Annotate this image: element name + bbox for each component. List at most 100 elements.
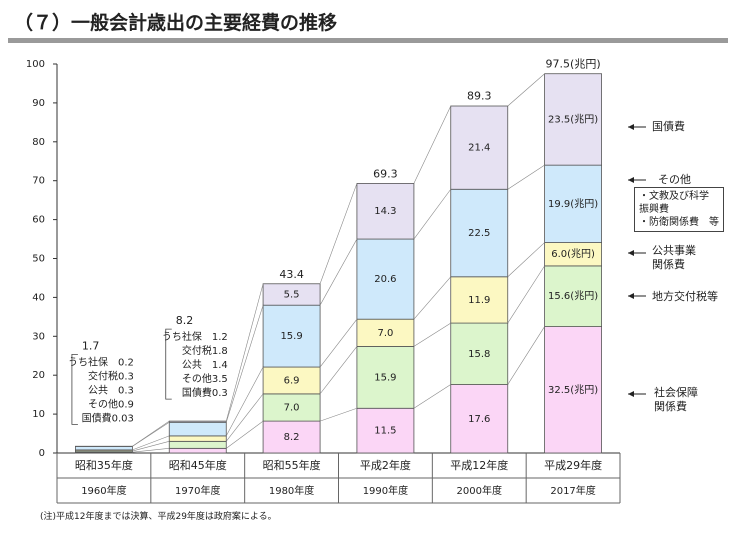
y-tick-label: 0 bbox=[39, 448, 45, 459]
legend-label: 公共事業 関係費 bbox=[652, 244, 696, 271]
bar-segment bbox=[262, 366, 321, 395]
x-tick-label: 昭和35年度 bbox=[75, 458, 133, 472]
connector bbox=[413, 322, 451, 347]
legend-arrowhead bbox=[628, 250, 634, 256]
value-label: 11.9 bbox=[468, 295, 490, 306]
bar-segment bbox=[75, 445, 133, 451]
x-tick-label: 昭和55年度 bbox=[263, 458, 321, 472]
callout-line: 交付税0.3 bbox=[88, 369, 134, 382]
y-tick-label: 10 bbox=[32, 409, 45, 420]
connector bbox=[226, 420, 264, 449]
total-label: 69.3 bbox=[373, 167, 398, 180]
value-label: 15.8 bbox=[468, 349, 490, 360]
connector bbox=[507, 242, 545, 278]
y-tick-label: 40 bbox=[32, 292, 45, 303]
x-tick-label: 平成29年度 bbox=[544, 458, 602, 472]
x-tick-sublabel: 1970年度 bbox=[175, 484, 220, 497]
total-label: 89.3 bbox=[467, 90, 492, 103]
bar-segment bbox=[168, 440, 227, 449]
total-label: 43.4 bbox=[279, 268, 304, 281]
value-label: 8.2 bbox=[284, 432, 300, 443]
bar-segment bbox=[262, 304, 321, 368]
legend-label: 地方交付税等 bbox=[652, 290, 718, 303]
bar-segment bbox=[356, 318, 415, 347]
callout-bracket bbox=[165, 328, 172, 400]
legend-label: 国債費 bbox=[652, 120, 685, 133]
callout-line: 公共 0.3 bbox=[88, 384, 134, 396]
x-tick-sublabel: 2017年度 bbox=[550, 484, 595, 497]
callout-line: うち社保 0.2 bbox=[68, 355, 134, 368]
value-label: 7.0 bbox=[377, 328, 393, 339]
x-tick-label: 昭和45年度 bbox=[169, 458, 227, 472]
connector bbox=[132, 420, 170, 447]
page-title: （７）一般会計歳出の主要経費の推移 bbox=[14, 12, 338, 34]
bar-segment bbox=[450, 276, 509, 324]
connector bbox=[413, 384, 451, 409]
total-label: 8.2 bbox=[176, 314, 194, 327]
connector bbox=[507, 164, 545, 190]
y-tick-label: 30 bbox=[32, 331, 45, 342]
connector bbox=[319, 346, 358, 395]
legend-arrowhead bbox=[628, 124, 634, 130]
title-rule bbox=[8, 38, 728, 43]
connector bbox=[132, 448, 170, 453]
total-label: 97.5(兆円) bbox=[546, 58, 601, 71]
connector bbox=[225, 305, 264, 423]
value-label: 5.5 bbox=[284, 289, 300, 300]
total-label: 1.7 bbox=[82, 339, 100, 352]
value-label: 15.6(兆円) bbox=[548, 290, 598, 302]
callout-line: 国債費0.3 bbox=[182, 386, 228, 399]
value-label: 6.0(兆円) bbox=[551, 248, 595, 260]
callout-line: 交付税1.8 bbox=[182, 344, 228, 357]
bar-segment bbox=[356, 346, 415, 409]
value-label: 15.9 bbox=[374, 372, 396, 383]
connector bbox=[507, 265, 545, 324]
bar-segment bbox=[544, 164, 602, 243]
connector bbox=[319, 319, 358, 368]
bar-segment bbox=[356, 183, 415, 240]
connector bbox=[132, 435, 170, 451]
legend-note: ・文教及び科学 振興費 ・防衛関係費 等 bbox=[634, 187, 724, 232]
connector bbox=[507, 73, 545, 107]
connector bbox=[132, 441, 170, 452]
connector bbox=[319, 183, 358, 284]
callout-line: うち社保 1.2 bbox=[162, 330, 228, 343]
value-label: 7.0 bbox=[284, 402, 300, 413]
x-tick-sublabel: 2000年度 bbox=[457, 484, 502, 497]
y-tick-label: 100 bbox=[26, 59, 45, 70]
bar-segment bbox=[356, 407, 415, 454]
bar-segment bbox=[544, 73, 602, 166]
bar-segment bbox=[168, 421, 227, 437]
callout-line: 公共 1.4 bbox=[182, 359, 228, 371]
connector bbox=[225, 283, 264, 422]
x-tick-label: 平成12年度 bbox=[450, 458, 508, 472]
legend-label: その他 bbox=[658, 173, 691, 186]
bar-segment bbox=[450, 322, 509, 385]
y-tick-label: 80 bbox=[32, 137, 45, 148]
bar-segment bbox=[544, 265, 602, 327]
legend-label: 社会保障 関係費 bbox=[654, 386, 698, 413]
value-label: 19.9(兆円) bbox=[548, 198, 598, 210]
value-label: 21.4 bbox=[468, 143, 490, 154]
value-label: 15.9 bbox=[280, 331, 302, 342]
value-label: 32.5(兆円) bbox=[548, 384, 598, 396]
bar-segment bbox=[544, 326, 602, 454]
legend-arrowhead bbox=[628, 177, 634, 183]
value-label: 22.5 bbox=[468, 228, 490, 239]
bar-segment bbox=[168, 435, 227, 442]
connector bbox=[319, 407, 358, 422]
bar-segment bbox=[168, 447, 227, 454]
bar-segment bbox=[450, 105, 509, 190]
y-tick-label: 60 bbox=[32, 215, 45, 226]
x-tick-sublabel: 1990年度 bbox=[363, 484, 408, 497]
callout-line: 国債費0.03 bbox=[82, 411, 134, 424]
x-tick-sublabel: 1960年度 bbox=[81, 484, 126, 497]
value-label: 23.5(兆円) bbox=[548, 113, 598, 125]
value-label: 20.6 bbox=[374, 274, 396, 285]
y-tick-label: 90 bbox=[32, 98, 45, 109]
value-label: 14.3 bbox=[374, 206, 396, 217]
connector bbox=[413, 105, 452, 184]
y-tick-label: 70 bbox=[32, 176, 45, 187]
